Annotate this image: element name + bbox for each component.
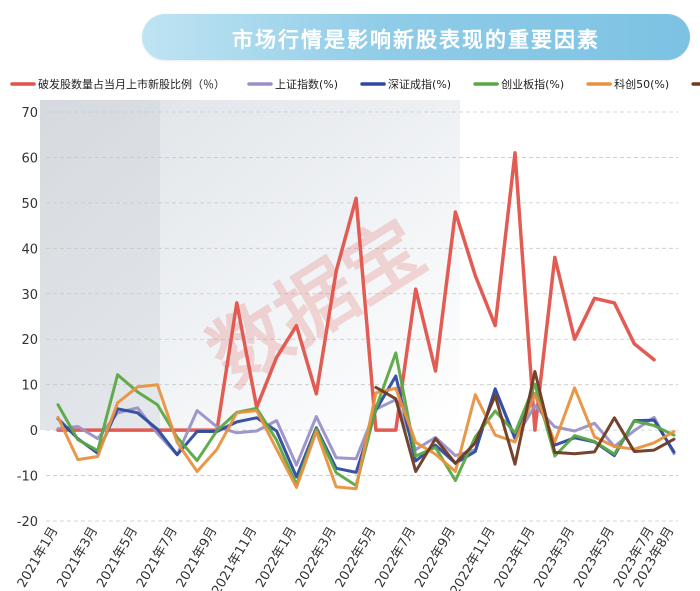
x-tick-label: 2021年7月: [134, 525, 181, 591]
legend-label: 深证成指(%): [388, 77, 451, 91]
x-tick-label: 2021年3月: [55, 525, 102, 591]
x-tick-label: 2023年3月: [531, 525, 578, 591]
legend-label: 创业板指(%): [501, 77, 564, 91]
x-tick-label: 2023年5月: [571, 525, 618, 591]
legend-label: 科创50(%): [614, 77, 669, 91]
legend-label: 破发股数量占当月上市新股比例（％）: [38, 77, 225, 91]
x-tick-label: 2022年9月: [412, 525, 459, 591]
y-tick-label: 20: [21, 333, 38, 348]
x-tick-label: 2022年3月: [293, 525, 340, 591]
chart-title: 市场行情是影响新股表现的重要因素: [232, 28, 600, 52]
x-tick-label: 2021年9月: [174, 525, 221, 591]
y-tick-label: 30: [21, 288, 38, 303]
x-tick-label: 2021年5月: [94, 525, 141, 591]
title-banner: 市场行情是影响新股表现的重要因素: [142, 14, 690, 60]
y-tick-label: 40: [21, 242, 38, 257]
series-line: [56, 383, 676, 491]
legend-label: 上证指数(%): [275, 77, 338, 91]
y-tick-label: 50: [21, 197, 38, 212]
y-tick-label: 10: [21, 379, 38, 394]
y-tick-label: 70: [21, 106, 38, 121]
background-shade: [40, 100, 160, 430]
x-tick-label: 2023年1月: [492, 525, 539, 591]
y-tick-label: 0: [30, 424, 38, 439]
y-tick-label: -20: [17, 515, 38, 530]
x-tick-label: 2021年1月: [15, 525, 62, 591]
x-tick-label: 2022年1月: [253, 525, 300, 591]
x-tick-label: 2022年5月: [333, 525, 380, 591]
x-tick-label: 2022年7月: [372, 525, 419, 591]
y-tick-label: -10: [17, 470, 38, 485]
series-line: [374, 370, 676, 473]
y-tick-label: 60: [21, 151, 38, 166]
